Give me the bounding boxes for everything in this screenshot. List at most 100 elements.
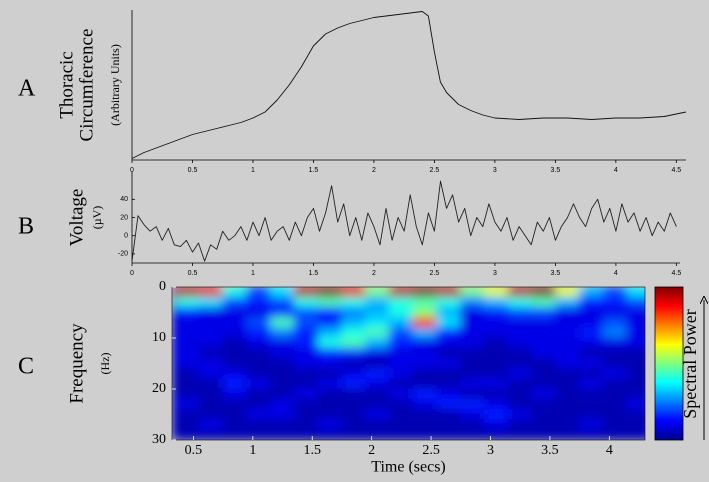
heatmap-cell <box>412 306 438 319</box>
heatmap-cell <box>270 378 295 390</box>
heatmap-cell <box>412 327 438 339</box>
heatmap-cell <box>270 317 295 329</box>
heatmap-cell <box>460 368 486 380</box>
heatmap-cell <box>198 317 224 329</box>
heatmap-cell <box>579 317 604 329</box>
heatmap-cell <box>270 419 295 431</box>
heatmap-cell <box>460 357 486 370</box>
heatmap-cell <box>555 337 581 349</box>
x-tick-label: 4.5 <box>672 270 682 277</box>
heatmap-cell <box>460 287 486 298</box>
heatmap-cell <box>531 408 557 421</box>
heatmap-cell <box>555 296 581 308</box>
heatmap-cell <box>365 388 390 400</box>
heatmap-cell <box>246 337 272 349</box>
heatmap-cell <box>460 388 486 400</box>
heatmap-cell <box>198 429 224 440</box>
heatmap-cell <box>531 388 557 400</box>
heatmap-cell <box>579 327 604 339</box>
heatmap-cell <box>365 378 390 390</box>
heatmap-cell <box>507 419 533 431</box>
heatmap-cell <box>579 378 604 390</box>
y-axis-label: Frequency <box>66 323 87 404</box>
heatmap-cell <box>317 317 343 329</box>
heatmap-cell <box>626 337 645 349</box>
heatmap-cell <box>507 429 533 440</box>
heatmap-cell <box>626 398 645 410</box>
heatmap-cell <box>412 287 438 298</box>
heatmap-cell <box>341 306 367 319</box>
heatmap-cell <box>246 306 272 319</box>
heatmap-cell <box>412 378 438 390</box>
heatmap-cell <box>507 398 533 410</box>
heatmap-cell <box>388 419 414 431</box>
heatmap-cell <box>460 408 486 421</box>
heatmap-cell <box>365 357 390 370</box>
heatmap-cell <box>198 347 224 359</box>
heatmap-cell <box>293 306 319 319</box>
heatmap-cell <box>317 306 343 319</box>
heatmap-cell <box>293 419 319 431</box>
heatmap-cell <box>531 398 557 410</box>
heatmap-cell <box>555 287 581 298</box>
heatmap-cell <box>365 306 390 319</box>
heatmap-cell <box>270 388 295 400</box>
heatmap-cell <box>341 388 367 400</box>
heatmap-cell <box>198 296 224 308</box>
heatmap-cell <box>270 357 295 370</box>
heatmap-cell <box>365 327 390 339</box>
heatmap-cell <box>246 368 272 380</box>
heatmap-cell <box>460 398 486 410</box>
trace <box>131 11 687 159</box>
heatmap-cell <box>388 408 414 421</box>
heatmap-cell <box>175 317 200 329</box>
heatmap-cell <box>293 429 319 440</box>
heatmap-cell <box>484 388 509 400</box>
panel-label: A <box>18 76 36 102</box>
heatmap-cell <box>175 429 200 440</box>
y-axis-unit: (Hz) <box>98 353 112 375</box>
heatmap-cell <box>436 429 462 440</box>
heatmap-cell <box>198 388 224 400</box>
heatmap-cell <box>341 296 367 308</box>
heatmap-cell <box>436 419 462 431</box>
x-tick-label: 3.5 <box>550 167 560 174</box>
heatmap-cell <box>436 337 462 349</box>
heatmap-cell <box>626 296 645 308</box>
heatmap-cell <box>626 419 645 431</box>
heatmap-cell <box>602 327 628 339</box>
heatmap-cell <box>175 357 200 370</box>
heatmap-cell <box>270 398 295 410</box>
trace <box>131 180 677 262</box>
heatmap-cell <box>555 368 581 380</box>
heatmap-cell <box>341 327 367 339</box>
heatmap-cell <box>626 408 645 421</box>
heatmap-cell <box>555 347 581 359</box>
heatmap-cell <box>246 419 272 431</box>
heatmap-cell <box>388 337 414 349</box>
heatmap-cell <box>365 296 390 308</box>
heatmap-cell <box>412 429 438 440</box>
heatmap-cell <box>507 306 533 319</box>
x-tick-label: 1 <box>249 443 256 458</box>
heatmap-cell <box>365 398 390 410</box>
y-axis-label: Thoracic <box>56 51 77 119</box>
heatmap-cell <box>317 337 343 349</box>
heatmap-cell <box>175 398 200 410</box>
heatmap-cell <box>602 398 628 410</box>
heatmap-cell <box>293 337 319 349</box>
heatmap-cell <box>317 429 343 440</box>
heatmap-cell <box>507 337 533 349</box>
heatmap-cell <box>460 317 486 329</box>
heatmap-cell <box>555 408 581 421</box>
heatmap-cell <box>175 347 200 359</box>
heatmap-cell <box>198 337 224 349</box>
heatmap-cell <box>507 408 533 421</box>
y-axis-unit: (µV) <box>90 206 104 230</box>
heatmap-cell <box>579 357 604 370</box>
heatmap-cell <box>222 337 248 349</box>
heatmap-cell <box>460 296 486 308</box>
heatmap-cell <box>460 327 486 339</box>
heatmap-cell <box>602 388 628 400</box>
heatmap-cell <box>555 419 581 431</box>
